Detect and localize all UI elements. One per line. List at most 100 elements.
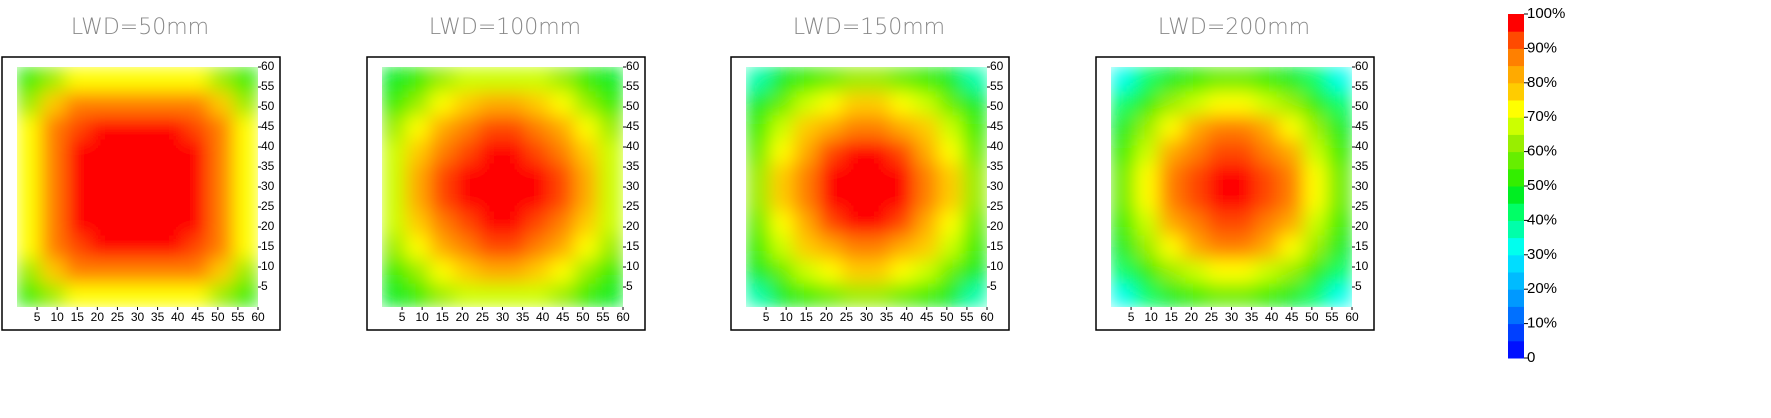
heat-cell: [793, 138, 819, 164]
heat-cell: [112, 67, 138, 92]
heat-cell: [1134, 138, 1160, 164]
heat-cell: [938, 90, 964, 116]
heat-cell: [769, 162, 795, 188]
heat-cell: [1231, 186, 1257, 212]
heat-cell: [550, 114, 576, 140]
heat-cell: [429, 138, 455, 164]
heat-cell: [890, 67, 916, 92]
heat-cell: [574, 67, 600, 92]
heat-cell: [1182, 186, 1208, 212]
heat-cell: [502, 114, 528, 140]
heat-cell: [453, 186, 479, 212]
heat-cell: [209, 162, 235, 188]
heat-cell: [1158, 114, 1184, 140]
heat-cell: [477, 282, 503, 307]
y-tick-label: 55: [990, 79, 1004, 93]
heat-cell: [598, 234, 623, 260]
heat-cell: [1134, 90, 1160, 116]
heat-cell: [209, 67, 235, 92]
x-tick-label: 55: [960, 310, 974, 324]
heat-cell: [914, 282, 940, 307]
heat-cell: [453, 90, 479, 116]
heat-cell: [574, 210, 600, 236]
colorbar-swatch: [1508, 237, 1524, 256]
x-tick-label: 10: [50, 310, 64, 324]
y-tick-label: 40: [1355, 139, 1369, 153]
heat-cell: [40, 67, 66, 92]
heat-cell: [502, 258, 528, 284]
x-tick-label: 55: [596, 310, 610, 324]
heat-cell: [1231, 90, 1257, 116]
heat-cell: [1111, 258, 1136, 284]
heat-cell: [161, 234, 187, 260]
heat-cell: [40, 258, 66, 284]
heat-cell: [161, 67, 187, 92]
y-tick-label: 30: [626, 179, 640, 193]
heat-cell: [793, 186, 819, 212]
x-tick-label: 50: [576, 310, 590, 324]
heat-cell: [550, 90, 576, 116]
heat-cell: [17, 282, 42, 307]
heat-cell: [817, 210, 843, 236]
heat-cell: [1303, 186, 1329, 212]
heat-cell: [1182, 138, 1208, 164]
heat-cell: [185, 210, 211, 236]
x-tick-label: 30: [496, 310, 510, 324]
heat-cell: [1231, 282, 1257, 307]
heat-cell: [161, 138, 187, 164]
heat-cell: [1231, 234, 1257, 260]
heatmap-area: [1111, 67, 1352, 307]
heat-cell: [64, 114, 90, 140]
heat-cell: [746, 67, 771, 92]
heat-cell: [137, 210, 163, 236]
heat-cell: [866, 210, 892, 236]
x-tick-label: 60: [1345, 310, 1359, 324]
heat-cell: [161, 186, 187, 212]
heat-cell: [1231, 67, 1257, 92]
x-tick-label: 15: [1165, 310, 1179, 324]
heat-cell: [1303, 138, 1329, 164]
heat-cell: [209, 258, 235, 284]
heat-cell: [429, 186, 455, 212]
heat-cell: [1327, 90, 1352, 116]
heat-cell: [1134, 258, 1160, 284]
heat-cell: [746, 210, 771, 236]
y-tick-label: 10: [261, 259, 275, 273]
heat-cell: [769, 67, 795, 92]
heat-cell: [185, 67, 211, 92]
heat-cell: [746, 138, 771, 164]
heat-cell: [382, 186, 407, 212]
heat-cell: [161, 282, 187, 307]
colorbar-label: 40%: [1527, 211, 1557, 228]
y-tick-label: 15: [1355, 239, 1369, 253]
heat-cell: [64, 234, 90, 260]
heat-cell: [64, 282, 90, 307]
heat-cell: [112, 282, 138, 307]
heat-cell: [64, 258, 90, 284]
y-tick-label: 25: [1355, 199, 1369, 213]
y-tick-label: 25: [626, 199, 640, 213]
x-tick-label: 25: [111, 310, 125, 324]
heat-cell: [382, 162, 407, 188]
colorbar-swatch: [1508, 134, 1524, 153]
heat-cell: [88, 90, 114, 116]
y-tick-label: 5: [1355, 279, 1362, 293]
heat-cell: [502, 234, 528, 260]
x-tick-label: 55: [1325, 310, 1339, 324]
heat-cell: [233, 90, 258, 116]
heat-cell: [574, 162, 600, 188]
heat-cell: [526, 138, 552, 164]
heat-cell: [866, 234, 892, 260]
heatmap-area: [746, 67, 987, 307]
x-tick-label: 45: [191, 310, 205, 324]
x-tick-label: 35: [1245, 310, 1259, 324]
heat-cell: [890, 114, 916, 140]
y-tick-label: 30: [261, 179, 275, 193]
x-tick-label: 50: [1305, 310, 1319, 324]
y-tick-label: 60: [1355, 59, 1369, 73]
heat-cell: [185, 258, 211, 284]
x-tick-label: 20: [1185, 310, 1199, 324]
y-tick-label: 35: [261, 159, 275, 173]
colorbar-swatch: [1508, 14, 1524, 32]
heat-cell: [962, 162, 987, 188]
